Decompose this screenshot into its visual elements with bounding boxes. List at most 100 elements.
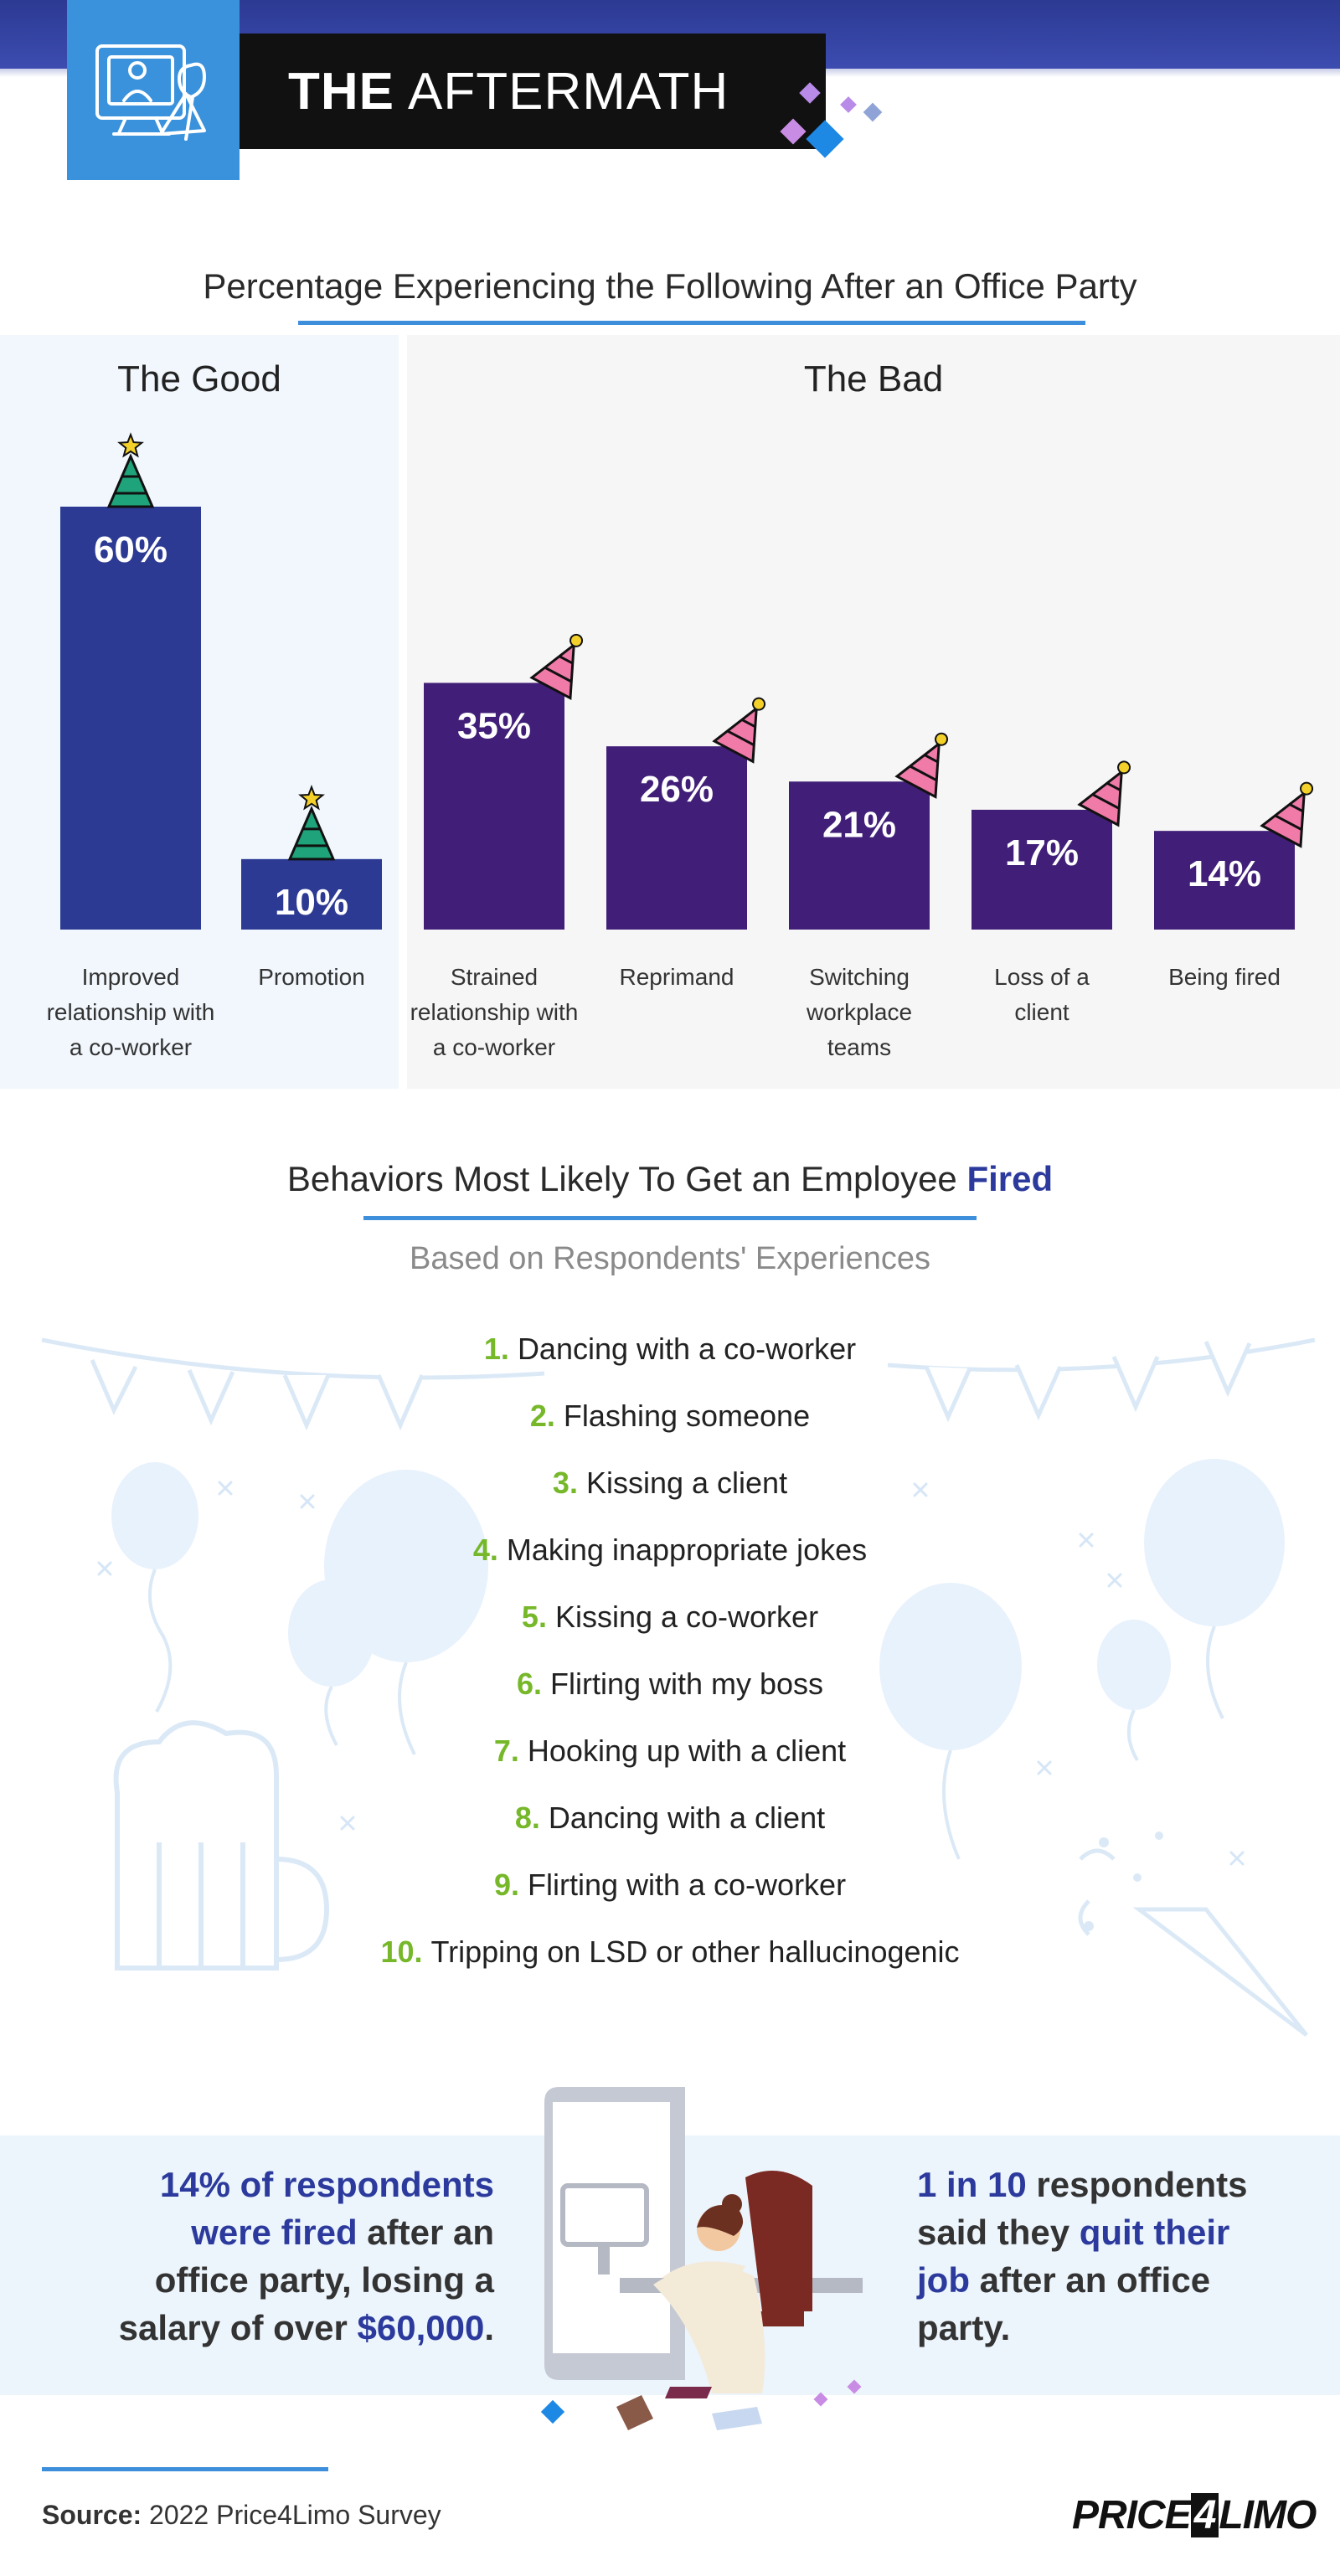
party-hat-icon: [106, 432, 155, 508]
bar-group: 35%: [424, 633, 584, 930]
behaviors-title-underline: [363, 1216, 977, 1220]
list-item-number: 6.: [516, 1667, 542, 1701]
party-hat-icon: [712, 697, 766, 764]
list-item-number: 3.: [552, 1466, 578, 1500]
pompom-icon: [752, 697, 766, 711]
decor-diamond-icon: [840, 96, 857, 113]
party-hat-icon: [1077, 760, 1131, 827]
category-label: Improved relationship with a co-worker: [46, 964, 215, 1060]
party-hat-stripes: [910, 754, 939, 781]
bar: [789, 781, 930, 930]
bar: [241, 858, 382, 930]
party-hat-stripes: [1092, 781, 1121, 810]
list-item-number: 1.: [483, 1332, 509, 1366]
behaviors-title-highlight: Fired: [966, 1159, 1054, 1198]
stat-fired-t1: after an: [367, 2213, 494, 2252]
list-item: 1. Dancing with a co-worker: [0, 1332, 1340, 1367]
good-group-title: The Good: [117, 358, 281, 399]
party-hat-stripes: [1275, 803, 1304, 831]
stat-quit-hl1: 1 in 10: [917, 2165, 1027, 2204]
stat-quit-hl3: job: [917, 2260, 970, 2300]
list-item-text: Dancing with a client: [548, 1801, 826, 1835]
pompom-icon: [935, 732, 949, 746]
list-item-text: Kissing a co-worker: [554, 1600, 819, 1634]
bar: [60, 507, 201, 930]
page-title-rest: AFTERMATH: [408, 62, 729, 121]
bar-value-label: 21%: [822, 804, 896, 845]
list-item: 7. Hooking up with a client: [0, 1734, 1340, 1769]
list-item-text: Flashing someone: [563, 1399, 811, 1433]
tired-office-worker-illustration: [540, 2087, 863, 2430]
bar-value-label: 26%: [640, 769, 714, 810]
category-label: Strained relationship with a co-worker: [410, 964, 579, 1060]
list-item: 4. Making inappropriate jokes: [0, 1533, 1340, 1568]
bar-value-label: 10%: [275, 882, 348, 923]
bar-value-label: 35%: [457, 705, 531, 746]
list-item-text: Flirting with my boss: [549, 1667, 824, 1701]
list-item-number: 5.: [521, 1600, 547, 1634]
category-label: Being fired: [1168, 964, 1281, 990]
bar: [606, 746, 747, 930]
category-label: Reprimand: [619, 964, 734, 990]
decor-diamond-icon: [813, 2392, 828, 2407]
list-item-number: 8.: [514, 1801, 540, 1835]
pompom-icon: [1117, 760, 1131, 775]
party-background-decor: [41, 1337, 1316, 2037]
stat-fired-t4: .: [484, 2308, 494, 2347]
stat-fired-hl2: were fired: [191, 2213, 358, 2252]
party-hat-icon: [894, 732, 949, 799]
logo-part-c: LIMO: [1219, 2493, 1317, 2537]
party-hat-shape: [106, 453, 155, 508]
header-icon-box: [67, 0, 240, 180]
stat-quit-t1: respondents: [1036, 2165, 1248, 2204]
page-title: THE AFTERMATH: [240, 33, 826, 149]
list-item-number: 4.: [472, 1533, 498, 1567]
category-label: Promotion: [258, 964, 365, 990]
star-icon: [117, 432, 144, 458]
category-label: Loss of a client: [994, 964, 1090, 1025]
chart-title-underline: [298, 321, 1085, 325]
bar: [424, 683, 564, 930]
bar-value-label: 17%: [1005, 832, 1079, 873]
list-item-number: 9.: [493, 1868, 519, 1902]
list-item: 8. Dancing with a client: [0, 1801, 1340, 1836]
price4limo-logo[interactable]: PRICE4LIMO: [1072, 2492, 1317, 2538]
source-underline: [42, 2467, 328, 2471]
pompom-icon: [570, 633, 584, 647]
page-title-bold: THE: [288, 62, 394, 121]
list-item-number: 2.: [529, 1399, 555, 1433]
party-hat-stripes: [727, 719, 756, 746]
office-party-monitor-icon: [95, 44, 206, 141]
bar-value-label: 60%: [94, 529, 168, 570]
behaviors-title: Behaviors Most Likely To Get an Employee…: [0, 1159, 1340, 1199]
bar: [1154, 831, 1295, 930]
source-citation: Source: 2022 Price4Limo Survey: [42, 2500, 441, 2531]
behaviors-title-prefix: Behaviors Most Likely To Get an Employee: [286, 1159, 957, 1198]
bar-group: 10%: [241, 784, 382, 930]
party-hat-stripes: [116, 475, 146, 495]
logo-part-b: 4: [1190, 2493, 1219, 2537]
stat-quit: 1 in 10 respondents said they quit their…: [917, 2161, 1311, 2352]
pompom-icon: [1300, 781, 1314, 796]
list-item: 5. Kissing a co-worker: [0, 1600, 1340, 1635]
stat-fired-hl1: 14% of respondents: [159, 2165, 494, 2204]
decor-diamond-icon: [540, 2399, 565, 2424]
bar-group: 26%: [606, 697, 766, 930]
list-item-text: Flirting with a co-worker: [527, 1868, 847, 1902]
list-item-text: Kissing a client: [585, 1466, 788, 1500]
monitor-icon: [560, 2183, 649, 2275]
list-item: 3. Kissing a client: [0, 1466, 1340, 1501]
party-hat-shape: [287, 806, 336, 861]
stat-quit-t2: said they: [917, 2213, 1070, 2252]
behaviors-subtitle: Based on Respondents' Experiences: [410, 1241, 930, 1276]
list-item-text: Hooking up with a client: [527, 1734, 847, 1768]
list-item-number: 10.: [380, 1935, 423, 1969]
chart-title: Percentage Experiencing the Following Af…: [203, 266, 1137, 306]
list-item: 2. Flashing someone: [0, 1399, 1340, 1434]
party-hat-icon: [529, 633, 584, 701]
party-hat-stripes: [544, 655, 574, 683]
list-item-text: Tripping on LSD or other hallucinogenic: [430, 1935, 960, 1969]
stat-fired-t2: office party, losing a: [154, 2260, 494, 2300]
bar-group: 60%: [60, 432, 201, 930]
bad-group-title: The Bad: [803, 358, 944, 399]
